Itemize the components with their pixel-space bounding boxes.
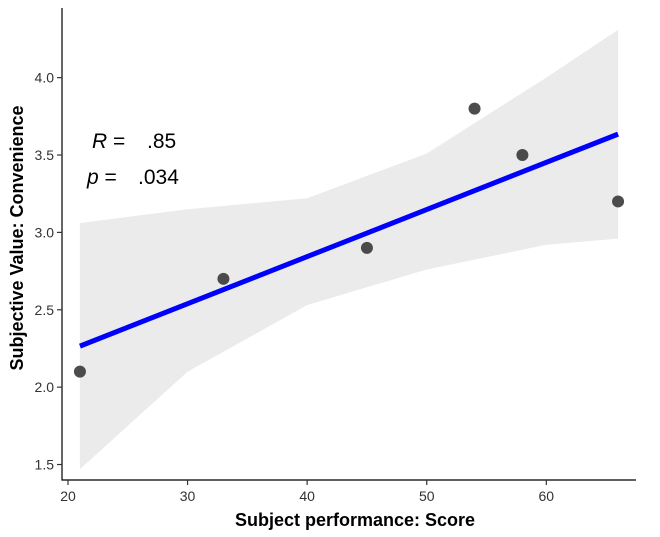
- data-point: [468, 102, 481, 115]
- y-tick-label: 4.0: [35, 70, 55, 86]
- data-point: [360, 241, 373, 254]
- r-equals: =: [107, 130, 125, 153]
- p-annotation: p =: [86, 166, 117, 189]
- x-axis-title: Subject performance: Score: [235, 510, 475, 530]
- x-tick-label: 60: [539, 488, 555, 504]
- x-tick-label: 30: [180, 488, 196, 504]
- data-points-layer: [73, 102, 625, 378]
- confidence-band: [79, 29, 619, 470]
- y-tick-label: 1.5: [35, 457, 55, 473]
- data-point: [73, 365, 86, 378]
- p-equals: =: [99, 166, 117, 189]
- fit-line-layer: [79, 131, 619, 349]
- y-axis-title: Subjective Value: Convenience: [7, 105, 27, 370]
- y-tick-label: 2.5: [35, 302, 55, 318]
- p-value: .034: [138, 166, 179, 189]
- r-value: .85: [147, 130, 176, 153]
- r-annotation: R =: [92, 130, 125, 153]
- r-symbol: R: [92, 130, 107, 153]
- x-tick-label: 40: [299, 488, 315, 504]
- axes-layer: 20 30 40 50 60 1.5 2.0 2.5 3.0 3.5 4.0: [35, 8, 636, 504]
- data-point: [516, 149, 529, 162]
- p-symbol: p: [86, 166, 99, 189]
- data-point: [217, 272, 230, 285]
- confidence-band-layer: [79, 29, 619, 470]
- y-tick-label: 3.5: [35, 147, 55, 163]
- regression-line: [79, 131, 619, 349]
- data-point: [612, 195, 625, 208]
- x-tick-label: 20: [60, 488, 76, 504]
- y-tick-label: 3.0: [35, 224, 55, 240]
- y-tick-label: 2.0: [35, 379, 55, 395]
- x-tick-label: 50: [419, 488, 435, 504]
